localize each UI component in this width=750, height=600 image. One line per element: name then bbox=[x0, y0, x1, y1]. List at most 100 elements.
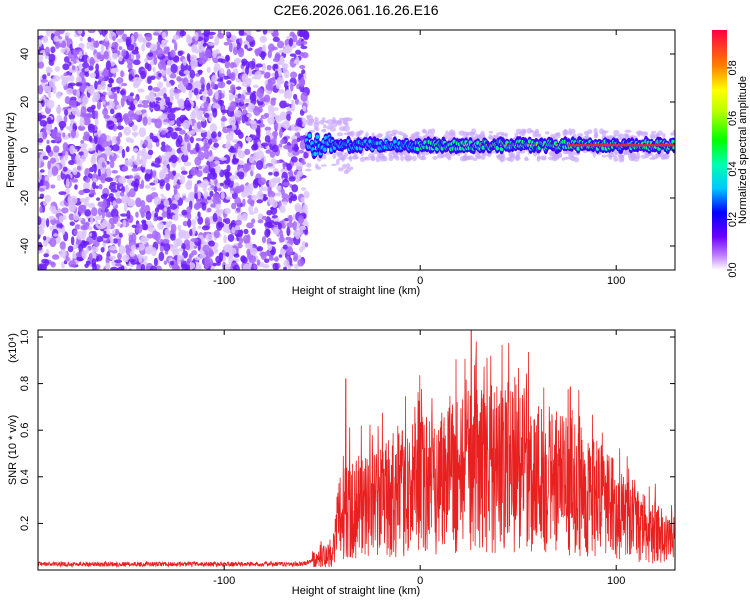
noise-blob bbox=[264, 126, 272, 131]
noise-blob bbox=[286, 246, 294, 256]
signal-halo-blob bbox=[643, 131, 648, 135]
noise-blob bbox=[252, 84, 259, 89]
noise-blob bbox=[295, 49, 302, 55]
noise-blob bbox=[79, 197, 87, 203]
noise-blob bbox=[270, 97, 277, 101]
noise-blob bbox=[145, 33, 153, 42]
noise-blob bbox=[85, 196, 90, 201]
signal-halo-blob bbox=[360, 130, 364, 134]
noise-blob bbox=[97, 168, 102, 177]
noise-blob bbox=[242, 198, 246, 207]
noise-blob bbox=[155, 141, 160, 147]
noise-blob bbox=[273, 135, 277, 141]
noise-blob bbox=[47, 168, 53, 178]
noise-blob bbox=[261, 236, 267, 244]
signal-halo-blob bbox=[488, 134, 493, 141]
noise-blob bbox=[217, 58, 223, 63]
spectrogram-x-tick-label: -100 bbox=[213, 275, 235, 287]
noise-blob bbox=[231, 226, 236, 234]
noise-blob bbox=[266, 64, 272, 71]
noise-blob bbox=[272, 107, 279, 111]
noise-blob bbox=[170, 131, 178, 140]
noise-blob bbox=[55, 105, 62, 115]
noise-blob bbox=[256, 119, 262, 124]
noise-blob bbox=[224, 207, 231, 215]
noise-blob bbox=[206, 207, 212, 213]
noise-blob bbox=[213, 160, 221, 165]
noise-blob bbox=[124, 159, 130, 168]
noise-blob bbox=[118, 245, 126, 255]
noise-blob bbox=[170, 49, 176, 58]
noise-blob bbox=[238, 160, 244, 166]
noise-blob bbox=[48, 215, 55, 220]
figure-title: C2E6.2026.061.16.26.E16 bbox=[273, 2, 438, 18]
noise-blob bbox=[70, 128, 77, 139]
noise-blob bbox=[226, 265, 231, 270]
noise-blob bbox=[161, 40, 167, 45]
noise-blob bbox=[274, 115, 283, 123]
noise-blob bbox=[285, 119, 290, 128]
noise-blob bbox=[212, 212, 218, 223]
signal-halo-blob bbox=[613, 129, 620, 137]
noise-blob bbox=[154, 212, 158, 218]
noise-blob bbox=[42, 235, 47, 241]
noise-blob bbox=[248, 156, 255, 164]
noise-blob bbox=[238, 237, 244, 244]
signal-halo-blob bbox=[595, 134, 599, 138]
noise-blob bbox=[97, 201, 105, 208]
noise-blob bbox=[242, 263, 251, 270]
noise-blob bbox=[142, 116, 148, 126]
noise-blob bbox=[278, 143, 283, 148]
spectrogram-x-tick-label: 0 bbox=[417, 275, 423, 287]
noise-blob bbox=[153, 196, 162, 205]
noise-blob bbox=[165, 144, 170, 153]
noise-blob bbox=[243, 228, 249, 235]
signal-halo-blob bbox=[634, 153, 641, 159]
noise-blob bbox=[253, 106, 261, 116]
noise-blob bbox=[193, 202, 201, 211]
noise-blob bbox=[105, 256, 110, 265]
noise-blob bbox=[61, 261, 65, 269]
noise-blob bbox=[301, 187, 307, 191]
noise-blob bbox=[95, 185, 99, 189]
noise-blob bbox=[261, 62, 266, 72]
noise-blob bbox=[161, 31, 167, 39]
noise-blob bbox=[47, 68, 53, 74]
noise-blob bbox=[206, 130, 212, 140]
noise-blob bbox=[272, 57, 280, 62]
noise-blob bbox=[39, 263, 47, 270]
noise-blob bbox=[228, 147, 237, 153]
noise-blob bbox=[187, 36, 193, 45]
noise-blob bbox=[126, 178, 133, 184]
noise-blob bbox=[39, 169, 45, 173]
noise-blob bbox=[62, 150, 66, 157]
noise-blob bbox=[125, 146, 130, 153]
noise-blob bbox=[73, 145, 82, 150]
noise-blob bbox=[38, 61, 45, 69]
noise-blob bbox=[149, 90, 155, 100]
signal-halo-blob bbox=[513, 155, 519, 159]
noise-blob bbox=[296, 225, 300, 230]
noise-blob bbox=[153, 103, 161, 112]
noise-blob bbox=[186, 52, 191, 62]
noise-blob bbox=[295, 40, 302, 46]
noise-blob bbox=[210, 180, 216, 185]
noise-blob bbox=[189, 69, 196, 79]
noise-blob bbox=[189, 150, 194, 155]
noise-blob bbox=[224, 218, 231, 225]
noise-blob bbox=[253, 152, 260, 162]
noise-blob bbox=[41, 185, 47, 189]
noise-blob bbox=[100, 44, 105, 53]
noise-blob bbox=[163, 93, 167, 99]
noise-blob bbox=[190, 166, 198, 176]
noise-blob bbox=[273, 171, 280, 177]
signal-halo-blob bbox=[402, 134, 409, 138]
noise-blob bbox=[282, 244, 288, 250]
noise-blob bbox=[96, 225, 105, 230]
noise-blob bbox=[298, 30, 304, 38]
noise-blob bbox=[65, 88, 74, 95]
noise-blob bbox=[68, 69, 77, 73]
noise-blob bbox=[254, 70, 262, 80]
noise-blob bbox=[42, 200, 47, 206]
noise-blob bbox=[96, 100, 102, 110]
